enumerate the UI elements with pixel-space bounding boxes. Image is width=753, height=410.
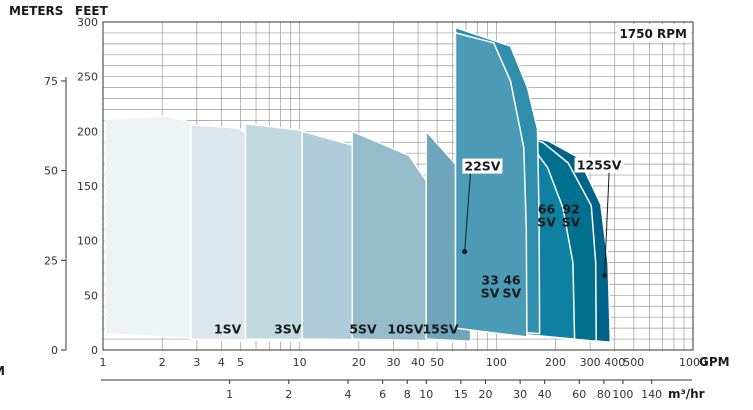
- y-feet-tick-label: 0: [91, 344, 98, 357]
- x-m3hr-tick-label: 20: [478, 388, 492, 401]
- pump-curve-area-33sv: [454, 32, 528, 338]
- x-gpm-tick-label: 3: [193, 356, 200, 369]
- x-gpm-tick-label: 4: [218, 356, 225, 369]
- x-gpm-tick-label: 40: [411, 356, 425, 369]
- x-m3hr-tick-label: 40: [538, 388, 552, 401]
- x-m3hr-tick-label: 15: [454, 388, 468, 401]
- y-feet-tick-label: 100: [77, 235, 98, 248]
- y-meters-tick-label: 75: [44, 75, 58, 88]
- y-feet-tick-label: 50: [84, 289, 98, 302]
- x-m3hr-tick-label: 2: [285, 388, 292, 401]
- x-m3hr-tick-label: 6: [379, 388, 386, 401]
- y-feet-title: FEET: [75, 4, 109, 18]
- series-label-46sv: 46 SV: [503, 272, 522, 300]
- x-gpm-tick-label: 200: [545, 356, 566, 369]
- y-meters-title: METERS: [9, 4, 63, 18]
- x-gpm-title: GPM: [699, 355, 730, 369]
- series-label-66sv: 66 SV: [537, 201, 556, 229]
- series-label-3sv: 3SV: [274, 322, 302, 337]
- callout-line-125sv: [604, 172, 610, 276]
- series-label-92sv: 92 SV: [562, 201, 581, 229]
- rpm-label-bg: [617, 24, 691, 42]
- series-label-1sv: 1SV: [214, 322, 242, 337]
- plot-frame: [102, 21, 694, 351]
- rpm-label: 1750 RPM: [619, 27, 687, 41]
- series-label-5sv: 5SV: [349, 322, 377, 337]
- x-gpm-tick-label: 400: [604, 356, 625, 369]
- x-m3hr-tick-label: 30: [513, 388, 527, 401]
- x-gpm-tick-label: 500: [623, 356, 644, 369]
- x-gpm-tick-label: 1: [100, 356, 107, 369]
- y-feet-tick-label: 250: [77, 71, 98, 84]
- x-gpm-tick-label: 2: [159, 356, 166, 369]
- x-m3hr-tick-label: 100: [612, 388, 633, 401]
- series-label-125sv: 125SV: [577, 158, 622, 173]
- x-gpm-tick-label: 300: [580, 356, 601, 369]
- series-label-22sv-bg: [462, 158, 503, 174]
- x-gpm-tick-label: 30: [387, 356, 401, 369]
- x-m3hr-tick-label: 1: [226, 388, 233, 401]
- callout-dot-125sv: [602, 273, 608, 279]
- x-gpm-tick-label: 50: [430, 356, 444, 369]
- y-meters-tick-label: 50: [44, 165, 58, 178]
- series-label-125sv-bg: [574, 157, 624, 173]
- y-feet-tick-label: 200: [77, 125, 98, 138]
- x-gpm-tick-label: 20: [352, 356, 366, 369]
- x-gpm-tick-label: 10: [293, 356, 307, 369]
- series-label-33sv: 33 SV: [481, 272, 500, 300]
- x-m3hr-tick-label: 4: [345, 388, 352, 401]
- series-label-22sv: 22SV: [464, 159, 500, 174]
- x-m3hr-tick-label: 8: [404, 388, 411, 401]
- y-feet-tick-label: 300: [77, 16, 98, 29]
- x-m3hr-tick-label: 60: [572, 388, 586, 401]
- x-m3hr-title: m³/hr: [668, 387, 705, 401]
- callout-line-22sv: [464, 173, 471, 252]
- x-gpm-tick-label: 100: [486, 356, 507, 369]
- y-meters-tick-label: 0: [51, 344, 58, 357]
- left-edge-label: M: [0, 364, 5, 378]
- callout-dot-22sv: [462, 249, 468, 255]
- x-m3hr-tick-label: 10: [419, 388, 433, 401]
- x-gpm-tick-label: 5: [237, 356, 244, 369]
- x-m3hr-tick-label: 140: [641, 388, 662, 401]
- x-gpm-tick-label: 1000: [679, 356, 707, 369]
- y-feet-tick-label: 150: [77, 180, 98, 193]
- x-m3hr-tick-label: 80: [597, 388, 611, 401]
- y-meters-tick-label: 25: [44, 254, 58, 267]
- series-label-15sv: 15SV: [422, 322, 458, 337]
- series-label-10sv: 10SV: [387, 322, 423, 337]
